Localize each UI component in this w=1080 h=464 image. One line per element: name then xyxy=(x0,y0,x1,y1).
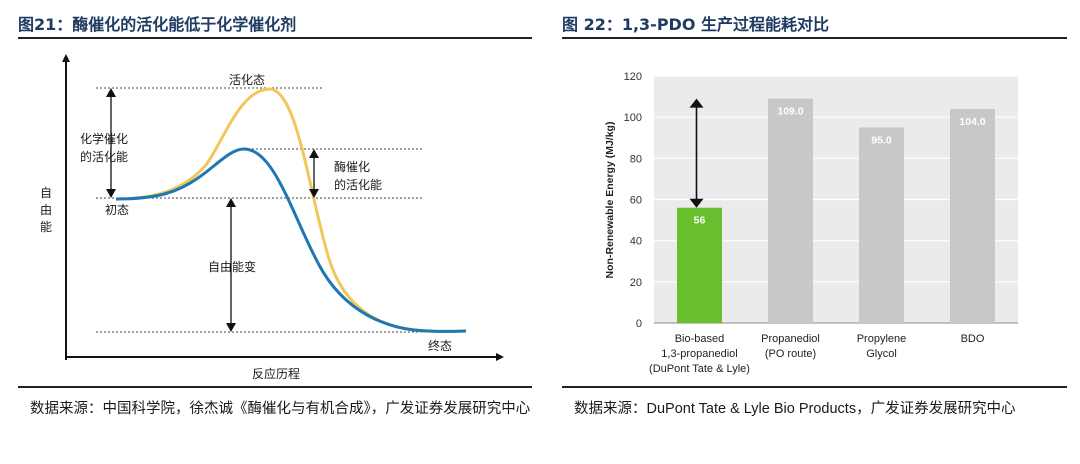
enzyme-catalyst-curve xyxy=(115,147,467,333)
category-label-2-1: Glycol xyxy=(866,348,897,360)
category-label-1-1: (PO route) xyxy=(765,348,816,360)
chemical-catalyst-curve xyxy=(115,87,467,333)
bar-chart: 0 20 40 60 80 100 120 56 Bio-based 1,3-propanedio… xyxy=(604,71,1018,375)
y-tick-120: 120 xyxy=(624,71,642,83)
final-state-label: 终态 xyxy=(428,338,452,353)
free-energy-change-label: 自由能变 xyxy=(208,259,256,274)
activated-state-label: 活化态 xyxy=(229,73,265,87)
data-label-1: 109.0 xyxy=(777,106,803,118)
enzyme-ea-label-line1: 酶催化 xyxy=(334,159,370,174)
y-tick-100: 100 xyxy=(624,112,642,124)
chemical-ea-label-line1: 化学催化 xyxy=(80,131,128,146)
left-figure-title: 图21：酶催化的活化能低于化学催化剂 xyxy=(18,15,297,34)
enzyme-ea-label-line2: 的活化能 xyxy=(334,177,382,192)
bar-3 xyxy=(950,108,995,323)
left-source-note: 数据来源：中国科学院，徐杰诚《酶催化与有机合成》，广发证券发展研究中心 xyxy=(30,401,531,417)
right-source-body: DuPont Tate & Lyle Bio Products，广发证券发展研究… xyxy=(646,401,1016,417)
bar-2 xyxy=(859,127,904,323)
category-label-0-1: 1,3-propanediol xyxy=(661,348,737,360)
y-axis-label-1: 自 xyxy=(40,186,52,200)
enzyme-ea-arrow xyxy=(309,149,319,198)
energy-diagram: 活化态 初态 终态 化学催化 的活化能 酶催化 的活化能 自由能变 自 由 能 … xyxy=(40,54,504,381)
category-label-0-2: (DuPont Tate & Lyle) xyxy=(649,363,750,375)
bar-0 xyxy=(677,207,722,323)
right-source-prefix: 数据来源： xyxy=(574,401,647,417)
data-label-2: 95.0 xyxy=(871,134,892,146)
left-figure: 图21：酶催化的活化能低于化学催化剂 xyxy=(18,0,532,464)
left-bottom-rule xyxy=(18,386,532,388)
chemical-ea-label-line2: 的活化能 xyxy=(80,149,128,164)
bar-1 xyxy=(768,98,813,324)
initial-state-label: 初态 xyxy=(105,203,129,217)
y-tick-80: 80 xyxy=(630,153,642,165)
free-energy-change-arrow xyxy=(226,198,236,332)
y-tick-40: 40 xyxy=(630,236,642,248)
right-top-rule xyxy=(562,37,1067,39)
right-source-note: 数据来源：DuPont Tate & Lyle Bio Products，广发证… xyxy=(574,394,1067,424)
y-axis-label-2: 由 xyxy=(40,203,52,217)
y-axis-title: Non-Renewable Energy (MJ/kg) xyxy=(604,122,616,279)
category-label-2-0: Propylene xyxy=(857,333,907,345)
y-axis-label-3: 能 xyxy=(40,220,52,234)
data-label-3: 104.0 xyxy=(959,116,985,128)
data-label-0: 56 xyxy=(694,215,706,227)
right-bottom-rule xyxy=(562,386,1067,388)
category-label-0-0: Bio-based xyxy=(675,333,725,345)
y-tick-60: 60 xyxy=(630,195,642,207)
left-top-rule xyxy=(18,37,532,39)
right-figure: 图 22：1,3-PDO 生产过程能耗对比 0 20 40 60 80 100 120 56 B… xyxy=(562,0,1067,464)
y-tick-20: 20 xyxy=(630,277,642,289)
category-label-3-0: BDO xyxy=(961,333,985,345)
energy-gap-arrow xyxy=(689,98,704,208)
category-label-1-0: Propanediol xyxy=(761,333,820,345)
chemical-ea-arrow xyxy=(106,88,116,198)
x-axis-label: 反应历程 xyxy=(252,366,300,381)
y-tick-0: 0 xyxy=(636,318,642,330)
right-figure-title: 图 22：1,3-PDO 生产过程能耗对比 xyxy=(562,15,830,34)
